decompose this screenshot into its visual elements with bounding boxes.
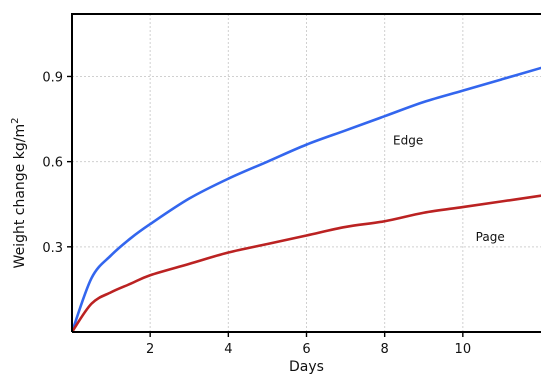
axis-layer: [71, 13, 541, 333]
annotation-layer: Edge Page: [393, 134, 505, 245]
series-label-edge: Edge: [393, 134, 423, 148]
y-axis-label: Weight change kg/m2: [10, 118, 28, 269]
series-label-page: Page: [476, 230, 505, 244]
x-tick-label: 2: [146, 342, 154, 357]
x-axis-label: Days: [289, 359, 324, 375]
x-tick-label: 10: [455, 342, 472, 357]
y-tick-label: 0.3: [42, 241, 63, 256]
y-axis-label-superscript: 2: [10, 118, 21, 124]
tick-layer: 2 4 6 8 10 0.3 0.6 0.9: [42, 70, 471, 357]
axis-frame: [71, 13, 541, 332]
series-line-page: [72, 194, 541, 332]
x-tick-label: 4: [224, 342, 232, 357]
y-axis-label-text: Weight change kg/m: [12, 124, 28, 269]
x-tick-label: 8: [381, 342, 389, 357]
y-tick-label: 0.6: [42, 156, 63, 171]
series-layer: [72, 66, 541, 332]
x-tick-label: 6: [302, 342, 310, 357]
y-tick-label: 0.9: [42, 70, 63, 85]
series-line-edge: [72, 66, 541, 332]
grid-layer: [72, 14, 541, 332]
